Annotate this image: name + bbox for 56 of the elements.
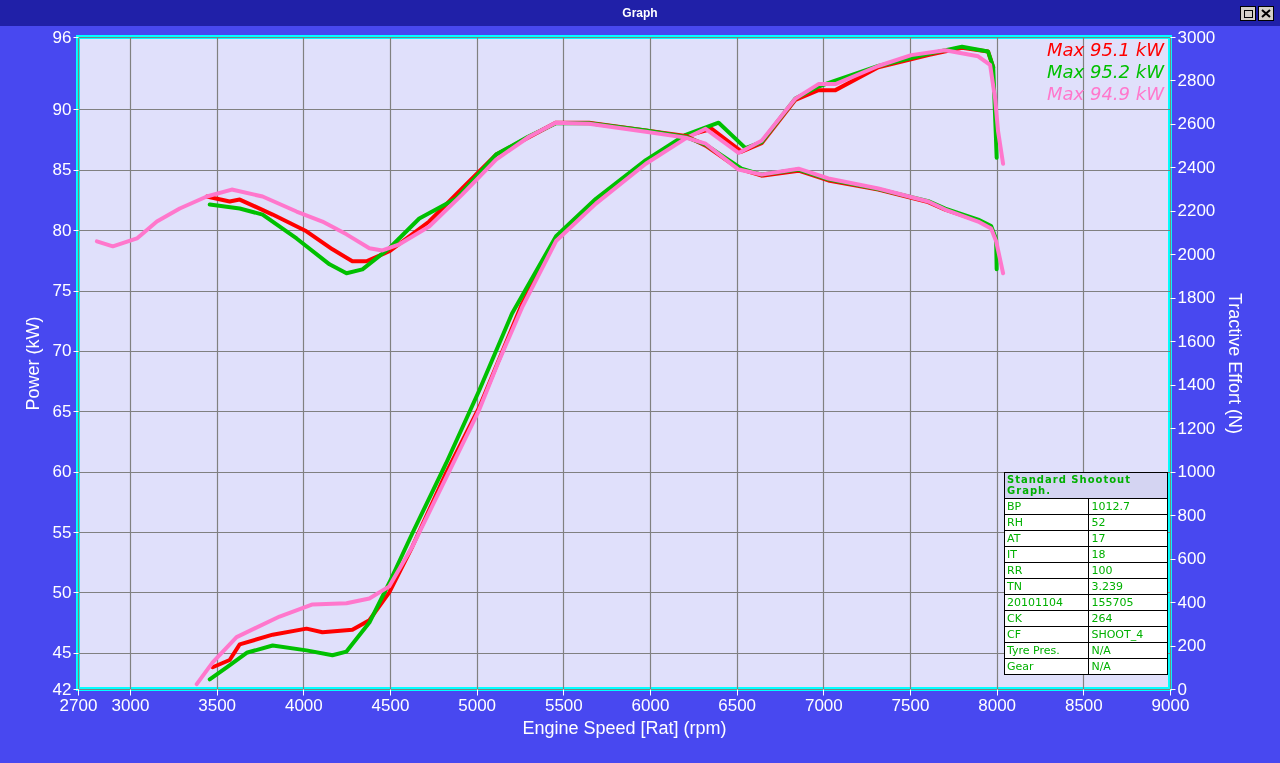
- chart-title: Graph: [0, 0, 1280, 26]
- annotation: Standard Shootout Graph.: [1004, 472, 1168, 499]
- text: TN 3.239: [1007, 580, 1123, 593]
- x-tick-label: 4500: [371, 695, 410, 715]
- y2-tick-label: 3000: [1177, 27, 1216, 47]
- x-tick-label: 8000: [978, 695, 1017, 715]
- y2-tick-label: 1200: [1177, 418, 1216, 438]
- x-tick-label: 5500: [544, 695, 583, 715]
- y-tick-label: 80: [52, 220, 72, 240]
- x-axis-title: Engine Speed [Rat] (rpm): [522, 717, 727, 738]
- y-tick-label: 85: [52, 160, 72, 180]
- y-tick-label: 60: [52, 462, 72, 482]
- text: IT 18: [1007, 548, 1106, 561]
- x-tick-label: 6500: [718, 695, 757, 715]
- y2-tick-label: 1000: [1177, 462, 1216, 482]
- y2-tick-label: 600: [1177, 549, 1206, 569]
- y-tick-label: 96: [52, 27, 72, 47]
- text: Max 95.2 kW: [1047, 61, 1166, 82]
- text: RH 52: [1007, 516, 1106, 529]
- text: AT 17: [1007, 532, 1106, 545]
- y2-tick-label: 2800: [1177, 70, 1216, 90]
- x-tick-label: 7000: [804, 695, 843, 715]
- y-tick-label: 75: [52, 281, 72, 301]
- y-tick-label: 55: [52, 522, 72, 542]
- y-tick-label: 90: [52, 99, 72, 119]
- y2-tick-label: 800: [1177, 505, 1206, 525]
- y2-tick-label: 2600: [1177, 114, 1216, 134]
- y2-tick-label: 1600: [1177, 331, 1216, 351]
- x-tick-label: 3500: [198, 695, 237, 715]
- text: CF SHOOT_4: [1007, 628, 1144, 641]
- x-tick-label: 8500: [1064, 695, 1103, 715]
- x-tick-label: 3000: [111, 695, 150, 715]
- text: Tyre Pres. N/A: [1007, 644, 1111, 657]
- x-tick-label: 7500: [891, 695, 930, 715]
- y2-axis-title: Tractive Effort (N): [1225, 292, 1246, 435]
- y-tick-label: 70: [52, 341, 72, 361]
- y2-tick-label: 400: [1177, 592, 1206, 612]
- y-tick-label: 50: [52, 582, 72, 602]
- y2-tick-label: 1800: [1177, 288, 1216, 308]
- y2-tick-label: 2200: [1177, 201, 1216, 221]
- y-axis-title: Power (kW): [22, 316, 43, 411]
- y2-tick-label: 200: [1177, 636, 1206, 656]
- x-tick-label: 6000: [631, 695, 670, 715]
- text: 20101104 155705: [1007, 596, 1134, 609]
- text: RR 100: [1007, 564, 1113, 577]
- text: Gear N/A: [1007, 660, 1111, 673]
- x-tick-label: 4000: [284, 695, 323, 715]
- y2-tick-label: 2400: [1177, 157, 1216, 177]
- y-tick-label: 45: [52, 643, 72, 663]
- text: Max 95.1 kW: [1047, 39, 1166, 60]
- y-tick-label: 65: [52, 401, 72, 421]
- text: BP 1012.7: [1007, 500, 1130, 513]
- text: CK 264: [1007, 612, 1113, 625]
- y2-tick-label: 1400: [1177, 375, 1216, 395]
- x-tick-label: 5000: [458, 695, 497, 715]
- y2-tick-label: 2000: [1177, 244, 1216, 264]
